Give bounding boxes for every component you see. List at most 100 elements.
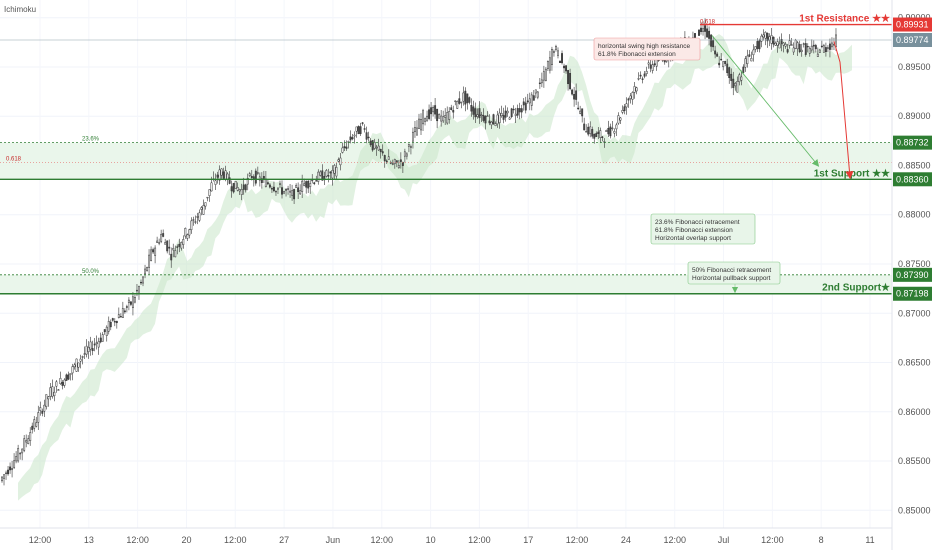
candle [152, 247, 155, 254]
candle [39, 401, 42, 416]
candle-body [49, 387, 52, 397]
candle [405, 152, 408, 160]
candle-body [609, 126, 612, 137]
candle [520, 104, 523, 119]
candle-body [174, 250, 177, 258]
candle [567, 69, 570, 91]
candle-body [142, 276, 144, 284]
candle-body [831, 42, 833, 48]
candle-body [51, 386, 54, 397]
candle-body [365, 132, 368, 140]
candle [796, 40, 799, 56]
candle [208, 189, 211, 202]
candle [816, 47, 819, 58]
candle [607, 120, 610, 138]
candle-body [15, 456, 18, 462]
candle [623, 103, 626, 115]
candle-body [436, 108, 439, 122]
candle [107, 316, 110, 335]
candle-body [136, 289, 138, 292]
y-tick-label: 0.89000 [898, 111, 931, 121]
candle-body [301, 180, 304, 192]
candle [414, 121, 416, 138]
x-tick-label: 13 [84, 535, 94, 545]
candle [639, 71, 642, 80]
candle-body [393, 159, 396, 165]
candle [550, 46, 553, 71]
candle [123, 308, 126, 314]
candle-body [746, 55, 749, 64]
candle [204, 202, 207, 210]
candle [53, 386, 56, 402]
candle [780, 33, 783, 52]
candle-body [571, 89, 574, 95]
candle-body [561, 53, 563, 64]
candle [373, 138, 376, 150]
candle [57, 389, 60, 391]
candle [758, 38, 761, 53]
candle [641, 76, 644, 84]
candle-body [357, 126, 360, 135]
candle [228, 171, 231, 185]
candle [33, 416, 36, 432]
candle [627, 97, 630, 108]
candle [450, 104, 453, 111]
first-resistance-value: 0.89931 [896, 20, 929, 30]
candle-body [270, 188, 273, 190]
candle [309, 180, 312, 194]
candle-body [27, 438, 30, 444]
candle [724, 60, 727, 67]
candle-body [186, 234, 189, 239]
candle [591, 126, 594, 139]
candle [409, 144, 412, 155]
candle-body [615, 124, 618, 130]
candle-body [508, 117, 511, 120]
candle-body [303, 183, 306, 186]
candle [468, 96, 471, 105]
candle-body [77, 362, 80, 368]
candle [307, 179, 310, 194]
candle [142, 276, 144, 287]
candle-body [494, 123, 497, 126]
last-price-tag [893, 32, 932, 47]
x-tick-label: 12:00 [663, 535, 686, 545]
candle-body [162, 233, 165, 237]
candle-body [95, 342, 98, 345]
candle-body [3, 474, 5, 479]
candle-body [826, 47, 829, 49]
candle [418, 113, 420, 130]
candle-body [758, 40, 761, 50]
candle [466, 93, 469, 110]
candle [349, 130, 352, 144]
candle [557, 47, 559, 59]
x-tick-label: 12:00 [761, 535, 784, 545]
candle [305, 180, 308, 194]
candle-body [538, 82, 541, 84]
candle [65, 373, 68, 381]
candle [315, 175, 318, 182]
candle-body [11, 468, 14, 471]
second-support-tag [893, 286, 932, 301]
candle-body [184, 227, 187, 237]
candle [73, 362, 76, 370]
candle [563, 63, 565, 73]
candle-body [720, 58, 723, 61]
candle-body [710, 34, 713, 47]
candle [800, 43, 803, 57]
candle [742, 64, 745, 75]
candle-body [528, 98, 531, 104]
candle-body [613, 131, 616, 134]
candle-body [573, 94, 576, 100]
candle-body [158, 242, 161, 244]
candle-body [420, 119, 422, 131]
candle-body [595, 133, 598, 137]
candle [279, 180, 281, 189]
candle [436, 108, 439, 129]
resistance-note-box [593, 37, 701, 61]
candle-body [722, 61, 725, 68]
candle-body [645, 70, 648, 75]
candle-body [355, 126, 358, 132]
candle-body [623, 106, 626, 111]
candle [573, 86, 576, 107]
